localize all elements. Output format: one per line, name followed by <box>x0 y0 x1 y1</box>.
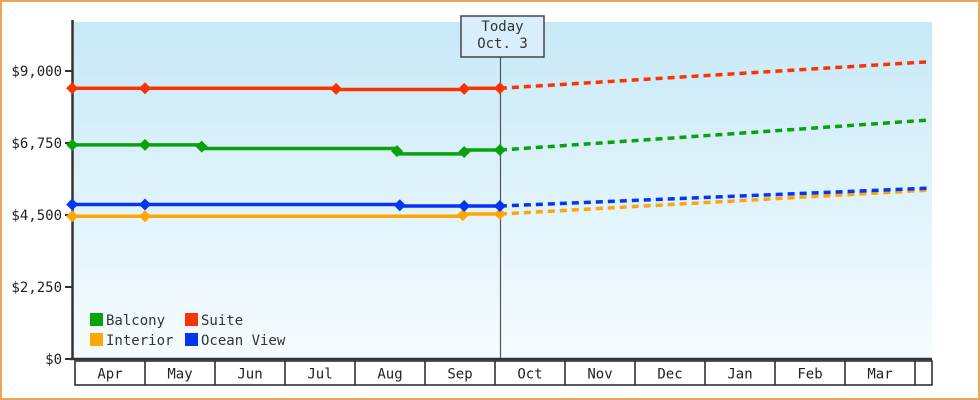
axes-group: $0 $2,250 $4,500 $6,750 $9,000 <box>11 20 932 368</box>
legend-swatch-suite <box>185 313 198 326</box>
x-axis-month-label: Dec <box>657 367 682 383</box>
x-axis-month-label: Apr <box>97 367 122 383</box>
y-tick-label: $9,000 <box>11 64 62 80</box>
series-marker-suite <box>139 82 151 95</box>
x-axis-month-label: Feb <box>797 367 822 383</box>
x-axis-month-label: May <box>167 367 192 383</box>
series-marker-ocean-view <box>493 200 506 213</box>
series-marker-balcony <box>391 145 403 158</box>
series-marker-ocean-view <box>139 198 151 211</box>
x-axis-month-label: Jul <box>307 367 332 383</box>
series-marker-balcony <box>493 144 506 157</box>
y-tick-label: $4,500 <box>11 208 62 224</box>
series-group <box>66 59 930 223</box>
x-axis-month-label: Jun <box>237 367 262 383</box>
series-marker-ocean-view <box>458 200 471 213</box>
x-axis-month-label: Mar <box>867 367 892 383</box>
x-axis-month-label: Oct <box>517 367 542 383</box>
legend-item-interior: Interior <box>90 333 173 349</box>
legend-item-balcony: Balcony <box>90 313 165 329</box>
y-tick-label: $2,250 <box>11 280 62 296</box>
legend-label-interior: Interior <box>106 333 173 349</box>
series-marker-interior <box>139 210 151 223</box>
legend-swatch-balcony <box>90 313 103 326</box>
x-axis-month-label: Nov <box>587 367 612 383</box>
series-marker-suite <box>330 82 343 95</box>
series-marker-balcony <box>66 138 79 151</box>
legend-label-suite: Suite <box>201 313 243 329</box>
legend-label-balcony: Balcony <box>106 313 165 329</box>
y-tick-label: $0 <box>45 352 62 368</box>
x-axis-month-label: Sep <box>447 367 472 383</box>
today-label-line1: Today <box>481 19 523 35</box>
month-row-outline <box>74 360 933 386</box>
plot-background-group <box>73 22 932 359</box>
legend: Balcony Suite Interior Ocean View <box>90 313 286 349</box>
series-line-ocean-view <box>70 202 502 208</box>
series-marker-interior <box>493 208 506 221</box>
today-label-line2: Oct. 3 <box>477 36 528 52</box>
series-marker-ocean-view <box>66 198 79 211</box>
legend-swatch-ocean-view <box>185 333 198 346</box>
series-marker-ocean-view <box>393 199 406 212</box>
y-tick-label: $6,750 <box>11 136 62 152</box>
x-axis-month-label: Jan <box>727 367 752 383</box>
x-axis-month-label: Aug <box>377 367 402 383</box>
series-marker-suite <box>66 82 79 95</box>
legend-label-ocean-view: Ocean View <box>201 333 286 349</box>
series-marker-balcony <box>458 145 471 158</box>
plot-background <box>73 22 932 359</box>
series-line-suite <box>70 86 502 92</box>
series-marker-balcony <box>195 140 208 153</box>
today-marker: Today Oct. 3 <box>460 15 545 358</box>
legend-item-suite: Suite <box>185 313 243 329</box>
x-axis-month-row: Apr May Jun Jul Aug Sep Oct Nov Dec Jan Feb Mar <box>74 360 933 386</box>
today-box <box>460 15 545 58</box>
series-marker-interior <box>456 209 469 222</box>
series-marker-suite <box>493 82 506 95</box>
legend-item-ocean-view: Ocean View <box>185 333 286 349</box>
series-marker-balcony <box>139 138 151 151</box>
series-marker-suite <box>458 82 471 95</box>
legend-swatch-interior <box>90 333 103 346</box>
series-marker-interior <box>66 210 79 223</box>
